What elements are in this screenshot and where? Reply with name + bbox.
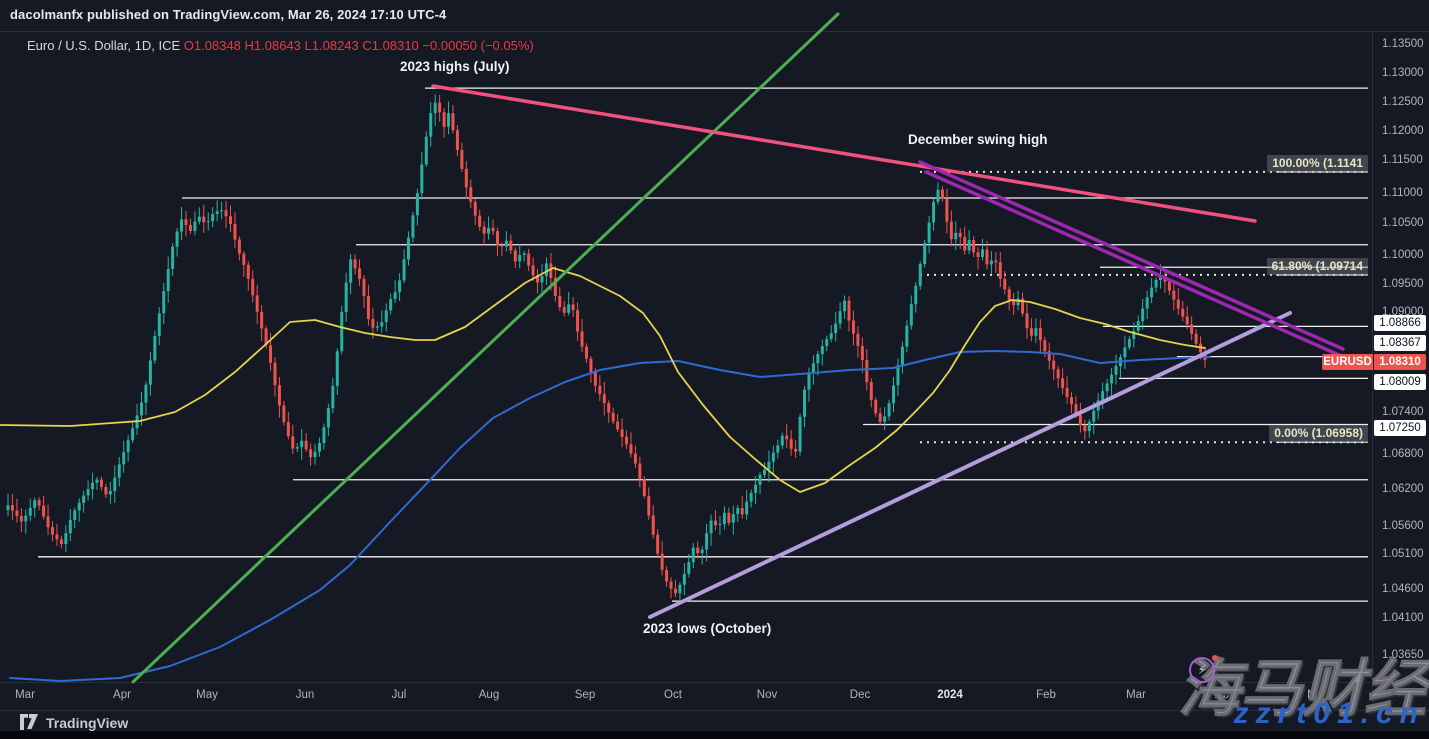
time-axis-label: Aug	[478, 689, 500, 701]
symbol-legend[interactable]: Euro / U.S. Dollar, 1D, ICE O1.08348 H1.…	[27, 38, 534, 53]
price-axis-tick: 1.07400	[1382, 406, 1424, 418]
annotation-2023-lows[interactable]: 2023 lows (October)	[643, 621, 772, 636]
fib-label-0[interactable]: 0.00% (1.06958)	[1269, 425, 1368, 442]
ohlc-close: C1.08310	[362, 38, 419, 53]
bottom-black-strip	[0, 731, 1429, 739]
watermark-chinese-text: 海马财经	[1177, 655, 1427, 725]
symbol-title[interactable]: Euro / U.S. Dollar, 1D, ICE	[27, 38, 181, 53]
price-axis-tick: 1.04100	[1382, 612, 1424, 624]
price-axis-tick: 1.05600	[1382, 520, 1424, 532]
price-axis-tick: 1.06800	[1382, 448, 1424, 460]
ohlc-change: −0.00050 (−0.05%)	[422, 38, 534, 53]
candlestick-series[interactable]	[6, 94, 1207, 601]
time-axis-label: Nov	[756, 689, 778, 701]
ohlc-low: L1.08243	[304, 38, 359, 53]
ohlc-high: H1.08643	[244, 38, 301, 53]
pane-border-logo	[0, 710, 1429, 711]
watermark-url-text: zzrt01.cn	[1233, 697, 1425, 730]
time-axis-label: Oct	[664, 689, 682, 701]
ascending-lavender-trendline[interactable]	[648, 311, 1292, 619]
price-axis-tick: 1.06200	[1382, 483, 1424, 495]
price-axis-tick: 1.10500	[1382, 217, 1424, 229]
price-axis-tick: 1.11500	[1382, 154, 1423, 166]
watermark-icon-dot	[1212, 655, 1218, 661]
time-axis-label: Dec	[849, 689, 871, 701]
publisher-credit: dacolmanfx published on TradingView.com,…	[10, 7, 447, 22]
ascending-green-trendline[interactable]	[131, 12, 840, 684]
tradingview-logo-text: TradingView	[46, 714, 129, 731]
watermark-lightning-icon: ⚡	[1189, 657, 1215, 683]
pane-border-bottom	[0, 682, 1429, 683]
time-axis-label: Jul	[391, 689, 407, 701]
time-axis-label: Apr	[1215, 689, 1233, 701]
time-axis-label: Mar	[1126, 689, 1146, 701]
descending-pink-trendline[interactable]	[431, 84, 1257, 223]
tradingview-logo-icon	[20, 714, 38, 730]
purple-channel-upper[interactable]	[918, 160, 1345, 351]
last-price-symbol-flag: EURUSD	[1322, 354, 1373, 370]
price-axis-tick: 1.12500	[1382, 96, 1424, 108]
annotation-december-swing-high[interactable]: December swing high	[908, 132, 1048, 147]
price-axis-tick: 1.12000	[1382, 125, 1424, 137]
price-axis-tick: 1.11000	[1382, 187, 1423, 199]
price-axis-separator[interactable]	[1372, 31, 1373, 710]
pane-border-top	[0, 31, 1429, 32]
time-axis-label: Apr	[113, 689, 131, 701]
price-level-box: 1.08367	[1374, 335, 1426, 351]
tradingview-logo[interactable]: TradingView	[20, 714, 128, 731]
price-axis-tick: 1.03650	[1382, 649, 1424, 661]
annotation-2023-highs[interactable]: 2023 highs (July)	[400, 59, 510, 74]
price-axis-tick: 1.09500	[1382, 278, 1424, 290]
price-axis-tick: 1.04600	[1382, 583, 1424, 595]
fib-label-100[interactable]: 100.00% (1.1141	[1267, 155, 1368, 172]
price-axis-tick: 1.10000	[1382, 249, 1424, 261]
price-axis-tick: 1.13000	[1382, 67, 1424, 79]
purple-channel-lower[interactable]	[924, 170, 1350, 361]
price-level-box: 1.07250	[1374, 420, 1426, 436]
time-axis-label: May	[196, 689, 218, 701]
ohlc-open: O1.08348	[183, 38, 241, 53]
price-axis-tick: 1.05100	[1382, 548, 1424, 560]
fib-label-618[interactable]: 61.80% (1.09714	[1266, 258, 1368, 275]
last-price-label: 1.08310	[1374, 354, 1426, 370]
fast-moving-average-line[interactable]	[0, 267, 1206, 493]
slow-moving-average-line[interactable]	[9, 350, 1211, 682]
time-axis-label: Mar	[15, 689, 35, 701]
price-level-box: 1.08866	[1374, 315, 1426, 331]
time-axis-label: 2024	[937, 689, 963, 701]
price-level-box: 1.08009	[1374, 374, 1426, 390]
time-axis-label: Sep	[574, 689, 596, 701]
time-axis-label: May	[1307, 689, 1329, 701]
time-axis-label: Feb	[1036, 689, 1056, 701]
time-axis-label: Jun	[295, 689, 315, 701]
price-axis-tick: 1.13500	[1382, 38, 1424, 50]
